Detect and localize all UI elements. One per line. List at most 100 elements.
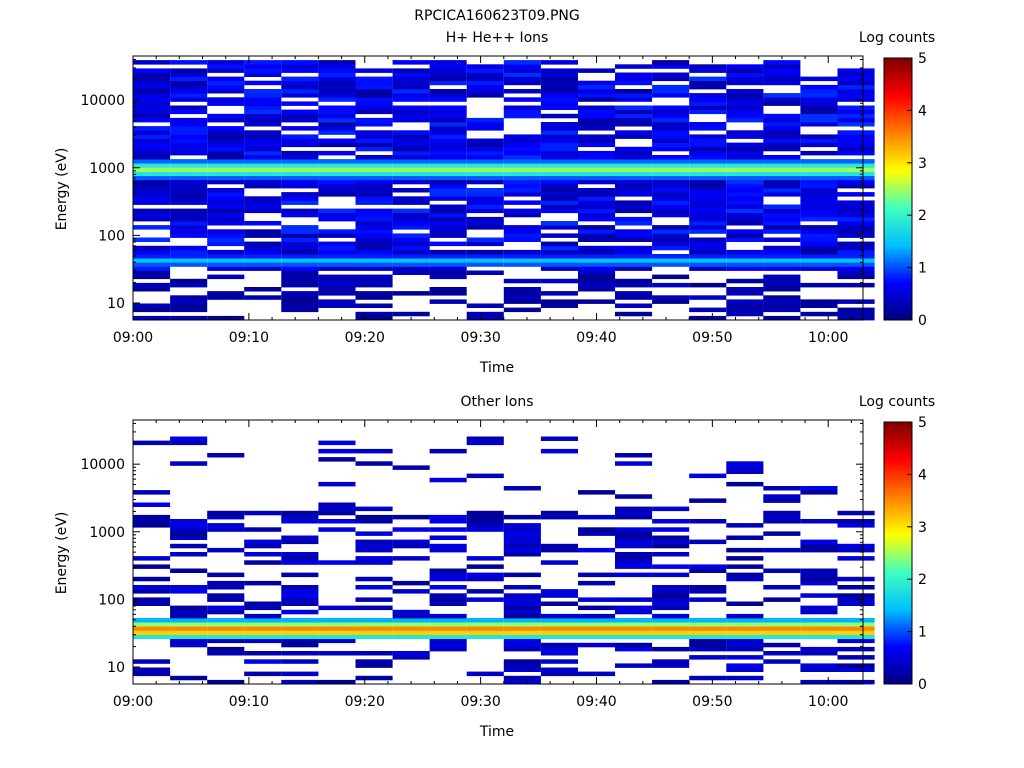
heatmap-cell (207, 192, 245, 197)
heatmap-cell (281, 84, 319, 90)
heatmap-cell (429, 646, 467, 652)
heatmap-cell (800, 486, 838, 491)
heatmap-cell (800, 163, 838, 168)
heatmap-cell (170, 543, 208, 549)
heatmap-cell (503, 675, 541, 681)
heatmap-cell (800, 229, 838, 234)
heatmap-cell (578, 117, 616, 123)
heatmap-cell (281, 245, 319, 251)
heatmap-cell (800, 245, 838, 251)
heatmap-cell (318, 249, 356, 255)
colorbar-swatch (884, 178, 912, 182)
heatmap-cell (503, 113, 541, 119)
heatmap-cell (689, 519, 727, 524)
heatmap-cell (763, 659, 801, 664)
heatmap-cell (652, 233, 690, 238)
heatmap-cell (763, 630, 801, 635)
heatmap-cell (540, 266, 578, 271)
heatmap-cell (652, 613, 690, 619)
heatmap-cell (318, 105, 356, 110)
colorbar-swatch (884, 458, 912, 462)
heatmap-cell (318, 241, 356, 247)
colorbar-swatch (884, 484, 912, 488)
heatmap-cell (170, 76, 208, 82)
heatmap-cell (800, 93, 838, 98)
heatmap-cell (392, 543, 430, 549)
heatmap-cell (615, 159, 653, 164)
heatmap-cell (837, 167, 875, 172)
heatmap-cell (763, 307, 801, 313)
heatmap-cell (392, 171, 430, 176)
heatmap-cell (318, 506, 356, 512)
heatmap-cell (318, 266, 356, 271)
heatmap-cell (392, 254, 430, 259)
heatmap-cell (244, 613, 282, 619)
colorbar-swatch (884, 477, 912, 481)
heatmap-cell (615, 556, 653, 561)
colorbar-swatch (884, 602, 912, 606)
colorbar-swatch (884, 576, 912, 580)
heatmap-cell (540, 262, 578, 267)
heatmap-cell (763, 278, 801, 284)
heatmap-cell (763, 146, 801, 152)
heatmap-cell (355, 531, 393, 536)
heatmap-cell (726, 196, 764, 201)
heatmap-cell (503, 64, 541, 69)
heatmap-cell (763, 258, 801, 263)
colorbar-swatch (884, 147, 912, 151)
heatmap-cell (726, 291, 764, 296)
heatmap-cell (652, 188, 690, 193)
heatmap-cell (800, 539, 838, 545)
heatmap-cell (170, 630, 208, 635)
heatmap-cell (652, 204, 690, 209)
heatmap-cell (763, 130, 801, 135)
colorbar-swatch (884, 173, 912, 177)
heatmap-cell (392, 109, 430, 115)
heatmap-cell (689, 307, 727, 313)
heatmap-cell (133, 287, 171, 292)
heatmap-cell (652, 113, 690, 119)
colorbar-swatch (884, 275, 912, 279)
heatmap-cell (392, 634, 430, 639)
heatmap-cell (429, 208, 467, 214)
colorbar-swatch (884, 223, 912, 227)
heatmap-cell (244, 196, 282, 201)
heatmap-cell (133, 93, 171, 98)
heatmap-cell (429, 527, 467, 532)
heatmap-cell (429, 113, 467, 119)
colorbar-tick-label: 5 (918, 415, 927, 431)
heatmap-cell (133, 89, 171, 94)
heatmap-cell (763, 531, 801, 536)
heatmap-cell (763, 64, 801, 69)
heatmap-cell (429, 60, 467, 65)
heatmap-cell (540, 159, 578, 164)
heatmap-cell (503, 601, 541, 606)
heatmap-cell (763, 510, 801, 516)
heatmap-cell (615, 179, 653, 185)
y-tick-label: 10000 (80, 457, 125, 473)
heatmap-cell (355, 274, 393, 280)
heatmap-cell (429, 262, 467, 267)
heatmap-cell (726, 134, 764, 139)
heatmap-cell (726, 556, 764, 561)
heatmap-cell (652, 585, 690, 590)
heatmap-cell (615, 254, 653, 259)
heatmap-cell (244, 527, 282, 532)
heatmap-cell (800, 311, 838, 317)
colorbar-swatch (884, 107, 912, 111)
heatmap-cell (466, 258, 504, 263)
heatmap-cell (503, 72, 541, 77)
colorbar-tick-label: 3 (918, 156, 927, 172)
heatmap-cell (466, 622, 504, 627)
heatmap-cell (800, 630, 838, 635)
colorbar-swatch (884, 471, 912, 475)
heatmap-cell (466, 192, 504, 197)
heatmap-cell (800, 237, 838, 242)
heatmap-cell (244, 113, 282, 119)
heatmap-cell (466, 556, 504, 561)
heatmap-cell (429, 299, 467, 304)
heatmap-cell (281, 266, 319, 271)
colorbar-swatch (884, 524, 912, 528)
heatmap-cell (244, 626, 282, 631)
heatmap-cell (170, 146, 208, 152)
